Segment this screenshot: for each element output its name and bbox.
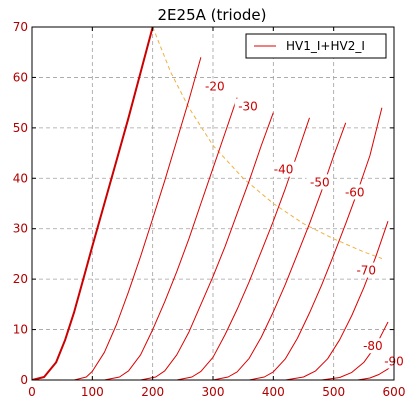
x-tick-label: 500 bbox=[322, 385, 345, 399]
x-tick-label: 400 bbox=[262, 385, 285, 399]
curve-label: -50 bbox=[310, 175, 330, 189]
curve-label: -60 bbox=[345, 185, 365, 199]
curve-bias-minus-50 bbox=[212, 122, 347, 380]
x-tick-label: 100 bbox=[81, 385, 104, 399]
curve-label: -30 bbox=[238, 100, 258, 114]
axis-ticks: 0 100 200 300 400 500 600 0 10 20 30 40 50 60 70 bbox=[13, 20, 406, 399]
curve-label: -70 bbox=[356, 264, 376, 278]
curve-label-bg bbox=[201, 78, 229, 94]
curve-bias-minus-20 bbox=[104, 97, 238, 380]
y-tick-label: 60 bbox=[13, 70, 28, 84]
curve-bias-minus-40 bbox=[176, 117, 310, 380]
curve-label: -20 bbox=[205, 80, 225, 94]
dissipation-curve bbox=[152, 27, 383, 259]
curve-label-bg bbox=[306, 174, 334, 190]
y-tick-label: 70 bbox=[13, 20, 28, 34]
curve-labels: -20-30-40-50-60-70-80-90 bbox=[201, 78, 408, 369]
y-tick-label: 20 bbox=[13, 272, 28, 286]
x-tick-label: 0 bbox=[28, 385, 36, 399]
curve-label-bg bbox=[341, 184, 369, 200]
curve-label: -40 bbox=[274, 163, 294, 177]
curve-label-bg bbox=[359, 338, 387, 354]
curve-label: -80 bbox=[363, 339, 383, 353]
y-tick-label: 40 bbox=[13, 171, 28, 185]
curve-bias-0 bbox=[32, 27, 154, 380]
plot-frame bbox=[31, 26, 395, 381]
y-tick-label: 50 bbox=[13, 121, 28, 135]
curve-label-bg bbox=[352, 262, 380, 278]
y-tick-label: 10 bbox=[13, 323, 28, 337]
curve-bias-minus-30 bbox=[140, 112, 274, 380]
curve-bias-minus-10 bbox=[74, 57, 202, 380]
x-tick-label: 600 bbox=[383, 385, 406, 399]
chart-title: 2E25A (triode) bbox=[158, 6, 267, 24]
legend-label: HV1_I+HV2_I bbox=[286, 39, 365, 53]
x-tick-label: 200 bbox=[141, 385, 164, 399]
curve-label-bg bbox=[270, 161, 297, 177]
y-tick-label: 30 bbox=[13, 222, 28, 236]
y-tick-label: 0 bbox=[20, 373, 28, 387]
legend: HV1_I+HV2_I bbox=[245, 33, 387, 59]
x-tick-label: 300 bbox=[202, 385, 225, 399]
curve-label-bg bbox=[234, 98, 262, 114]
